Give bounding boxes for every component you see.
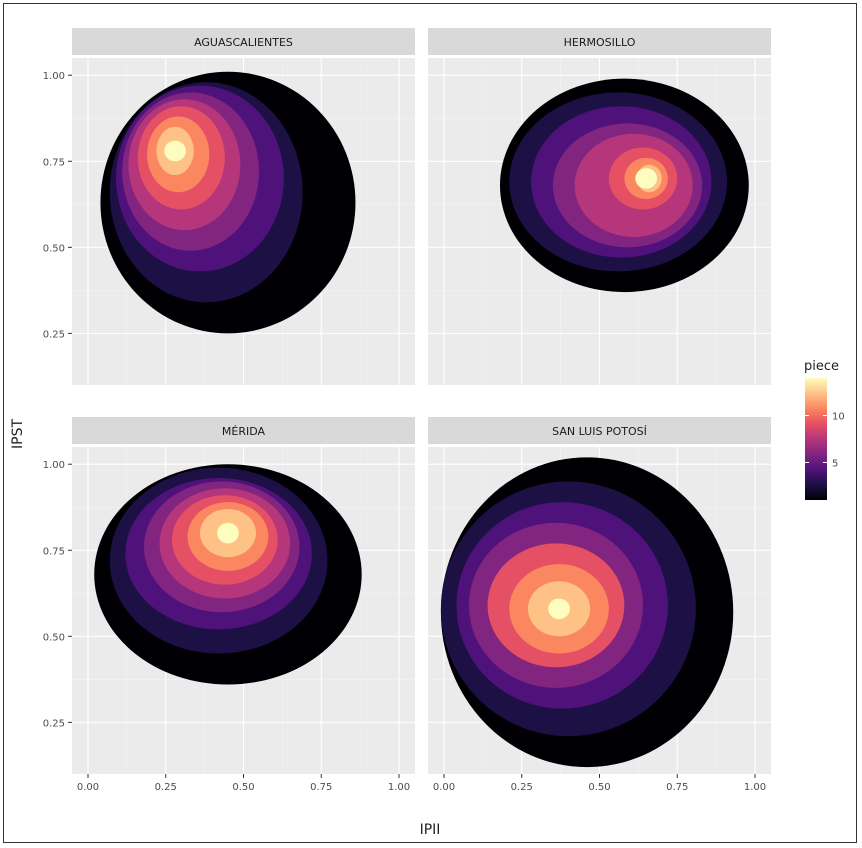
y-tick-label: 1.00 [43,460,65,471]
legend-tick-label: 10 [832,412,845,423]
chart-frame: AGUASCALIENTES 0.25 0.50 0.75 1.00 HERMOSILLO… [3,3,857,843]
density-peak [548,598,570,620]
y-tick-label: 0.75 [43,546,65,557]
legend-tick-label: 5 [832,458,838,469]
y-tick-label: 0.75 [43,157,65,168]
facet-strip [72,28,415,55]
x-tick-label: 0.25 [155,782,177,793]
density-peak [164,140,186,162]
legend-colorbar [805,378,827,500]
density-contours [100,71,356,334]
facet-strip [428,417,771,444]
facet-panel: HERMOSILLO [428,28,771,385]
y-axis-label: IPST [10,419,26,449]
y-tick-label: 0.25 [43,718,65,729]
y-tick-label: 0.50 [43,243,65,254]
x-tick-label: 1.00 [388,782,410,793]
x-tick-label: 0.00 [77,782,99,793]
x-tick-label: 0.50 [232,782,254,793]
facet-panel: SAN LUIS POTOSÍ 0.00 0.25 0.50 0.75 1.00 [428,417,771,793]
x-tick-label: 0.50 [588,782,610,793]
facet-title: MÉRIDA [222,425,266,438]
facet-title: HERMOSILLO [564,36,636,49]
facet-panel: AGUASCALIENTES 0.25 0.50 0.75 1.00 [43,28,415,385]
density-peak [635,168,658,189]
legend: piece 5 10 [804,359,845,500]
x-tick-label: 1.00 [744,782,766,793]
x-tick-label: 0.75 [666,782,688,793]
facet-title: SAN LUIS POTOSÍ [552,425,647,438]
facet-strip [428,28,771,55]
x-tick-label: 0.25 [511,782,533,793]
density-contours [440,457,734,768]
density-peak [217,522,239,544]
y-tick-label: 0.50 [43,632,65,643]
facet-title: AGUASCALIENTES [194,36,293,49]
facet-strip [72,417,415,444]
density-contours [499,78,749,293]
y-tick-label: 0.25 [43,329,65,340]
legend-title: piece [804,359,839,374]
density-contour-chart: AGUASCALIENTES 0.25 0.50 0.75 1.00 HERMOSILLO… [10,28,845,838]
y-tick-label: 1.00 [43,71,65,82]
x-axis-label: IPII [420,822,441,838]
density-contours [94,464,362,685]
x-tick-label: 0.75 [310,782,332,793]
x-tick-label: 0.00 [433,782,455,793]
facet-panel: MÉRIDA 0.25 0.50 0.75 1.00 0.00 0.25 0.50 0.75 1.… [43,417,415,793]
